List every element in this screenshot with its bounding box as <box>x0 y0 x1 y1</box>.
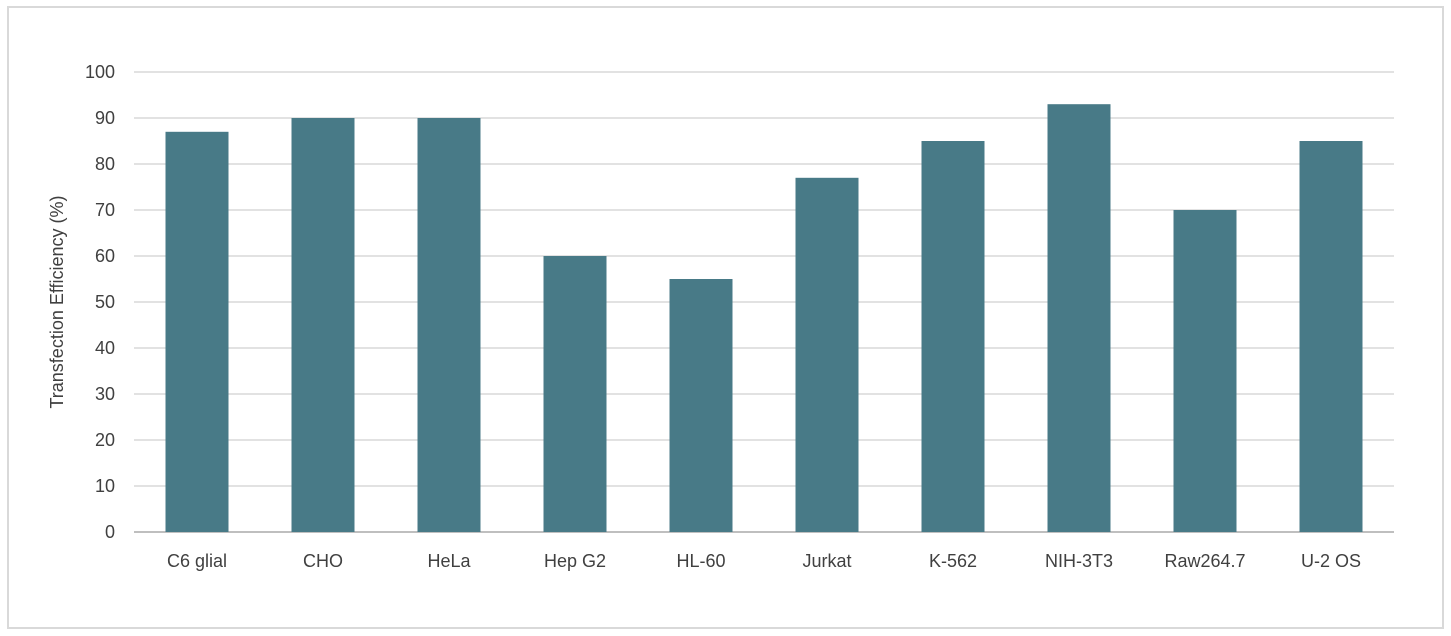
bar <box>291 118 355 532</box>
x-tick-label: Hep G2 <box>544 551 606 571</box>
y-tick-label: 70 <box>95 200 115 220</box>
y-tick-label: 0 <box>105 522 115 542</box>
y-tick-label: 60 <box>95 246 115 266</box>
bar <box>417 118 481 532</box>
x-tick-label: K-562 <box>929 551 977 571</box>
bar <box>1047 104 1111 532</box>
y-tick-label: 20 <box>95 430 115 450</box>
bar <box>165 131 229 533</box>
x-tick-label: CHO <box>303 551 343 571</box>
x-tick-label: NIH-3T3 <box>1045 551 1113 571</box>
y-tick-label: 50 <box>95 292 115 312</box>
y-axis-title: Transfection Efficiency (%) <box>47 195 67 408</box>
x-tick-label: U-2 OS <box>1301 551 1361 571</box>
x-tick-label: Jurkat <box>802 551 851 571</box>
y-tick-label: 90 <box>95 108 115 128</box>
bar <box>1299 141 1363 532</box>
bar <box>543 256 607 532</box>
bar <box>795 177 859 533</box>
bar <box>1173 210 1237 532</box>
bars <box>165 104 1363 533</box>
bar <box>921 141 985 532</box>
x-tick-label: HL-60 <box>676 551 725 571</box>
y-axis-ticks: 0 10 20 30 40 50 60 70 80 90 100 <box>85 62 115 542</box>
x-tick-label: Raw264.7 <box>1164 551 1245 571</box>
y-tick-label: 10 <box>95 476 115 496</box>
bar <box>669 279 733 532</box>
y-tick-label: 30 <box>95 384 115 404</box>
y-tick-label: 80 <box>95 154 115 174</box>
y-tick-label: 40 <box>95 338 115 358</box>
x-axis-ticks: C6 glial CHO HeLa Hep G2 HL-60 Jurkat K-562 NIH… <box>167 551 1361 571</box>
x-tick-label: HeLa <box>427 551 471 571</box>
x-tick-label: C6 glial <box>167 551 227 571</box>
y-tick-label: 100 <box>85 62 115 82</box>
